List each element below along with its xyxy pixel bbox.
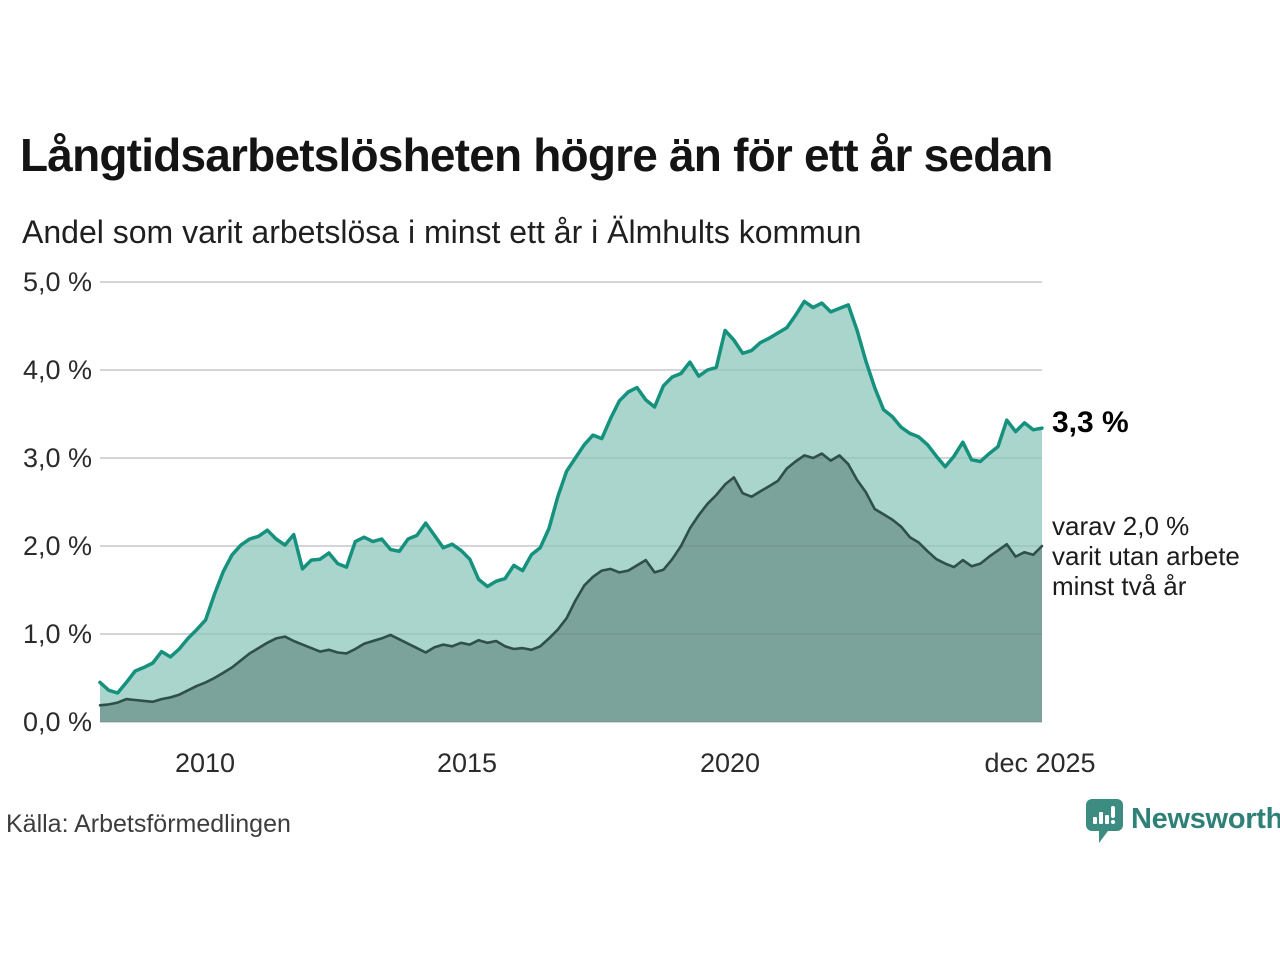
y-tick-label: 2,0 % [22, 531, 92, 561]
page-title: Långtidsarbetslösheten högre än för ett … [20, 129, 1053, 181]
newsworthy-bubble-chart-icon [1086, 799, 1123, 843]
gridlines-over [100, 281, 1042, 723]
y-tick-label: 4,0 % [22, 355, 92, 385]
y-tick-label: 5,0 % [22, 267, 92, 297]
y-tick-label: 0,0 % [22, 707, 92, 737]
y-tick-label: 1,0 % [22, 619, 92, 649]
x-tick-label: 2020 [699, 748, 761, 778]
chart-subtitle: Andel som varit arbetslösa i minst ett å… [22, 214, 862, 250]
series-twoyear-line [98, 452, 1044, 707]
source-note: Källa: Arbetsförmedlingen [6, 810, 291, 838]
annotation-line: minst två år [1052, 571, 1187, 601]
x-tick-label: 2010 [174, 748, 236, 778]
brand-logo: Newsworthy [1086, 799, 1280, 843]
annotation-total-value: 3,3 % [1052, 406, 1129, 439]
plot-svg [98, 281, 1044, 723]
annotation-line: varav 2,0 % [1052, 511, 1190, 541]
x-tick-label: dec 2025 [984, 748, 1096, 778]
x-tick-label: 2015 [436, 748, 498, 778]
series-total-line [98, 299, 1044, 695]
y-tick-label: 3,0 % [22, 443, 92, 473]
annotation-twoyear-value: varav 2,0 % varit utan arbete minst två … [1052, 511, 1240, 601]
series-twoyear-area [100, 453, 1042, 722]
annotation-line: varit utan arbete [1052, 541, 1240, 571]
brand-wordmark: Newsworthy [1131, 803, 1280, 835]
